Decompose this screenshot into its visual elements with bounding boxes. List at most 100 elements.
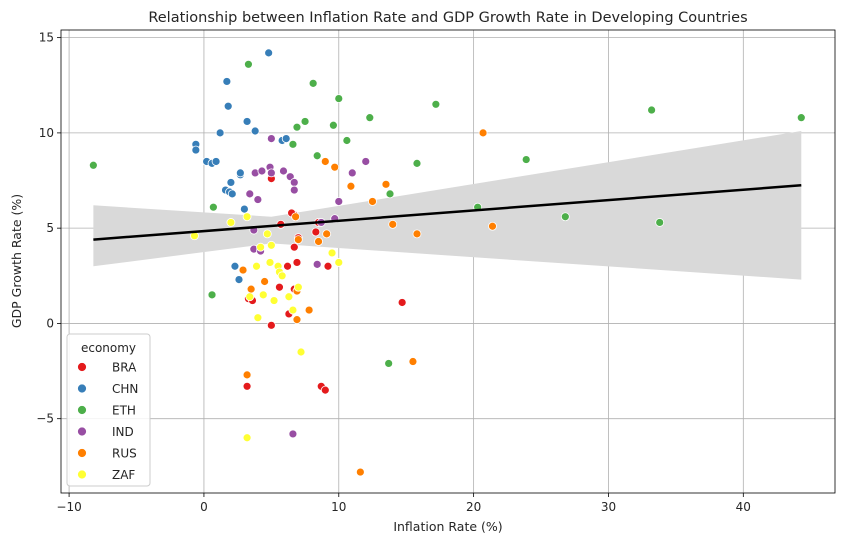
data-point-eth	[244, 59, 253, 69]
y-axis-ticks: −5 0 5 10 15	[36, 31, 61, 426]
data-point-zaf	[245, 292, 255, 302]
data-point-bra	[323, 261, 333, 271]
data-point-eth	[521, 155, 531, 164]
data-point-zaf	[265, 258, 275, 267]
data-point-eth	[334, 94, 344, 103]
data-point-chn	[215, 128, 225, 138]
y-axis-title: GDP Growth Rate (%)	[9, 194, 24, 328]
data-point-zaf	[296, 347, 306, 357]
data-point-zaf	[262, 229, 272, 239]
chart-title: Relationship between Inflation Rate and …	[148, 10, 747, 26]
data-point-bra	[397, 298, 407, 307]
data-point-eth	[384, 359, 394, 368]
data-point-zaf	[284, 292, 294, 302]
data-point-rus	[320, 157, 330, 166]
legend-marker-chn	[77, 383, 87, 394]
confidence-band-area	[93, 130, 802, 280]
data-point-rus	[408, 357, 418, 366]
data-point-ind	[279, 166, 288, 176]
legend-label-rus: RUS	[112, 447, 137, 461]
data-point-zaf	[293, 282, 303, 292]
data-point-ind	[266, 134, 276, 144]
data-point-rus	[238, 265, 248, 275]
legend-label-chn: CHN	[112, 382, 138, 396]
data-point-eth	[88, 160, 98, 170]
data-point-rus	[355, 467, 365, 477]
data-point-zaf	[288, 305, 298, 315]
data-point-rus	[314, 237, 323, 246]
data-point-rus	[346, 181, 356, 191]
data-point-chn	[230, 261, 240, 271]
data-point-ind	[289, 185, 299, 195]
legend-title: economy	[81, 341, 136, 355]
data-point-rus	[478, 128, 488, 138]
data-point-eth	[300, 117, 310, 126]
data-point-eth	[385, 189, 395, 199]
data-point-chn	[264, 48, 274, 58]
data-point-chn	[226, 178, 236, 187]
data-point-zaf	[242, 433, 252, 443]
data-point-zaf	[327, 248, 337, 258]
data-point-ind	[312, 259, 322, 269]
data-point-rus	[381, 179, 391, 189]
data-point-zaf	[252, 261, 261, 271]
y-tick-label: 10	[39, 126, 54, 140]
legend-marker-bra	[77, 362, 87, 372]
data-point-eth	[207, 290, 217, 300]
regression-line-group	[93, 184, 802, 241]
x-axis-title: Inflation Rate (%)	[393, 519, 502, 534]
data-point-zaf	[277, 271, 287, 281]
data-point-bra	[283, 261, 292, 271]
data-point-eth	[655, 218, 665, 227]
data-point-ind	[361, 157, 371, 166]
data-point-chn	[222, 77, 232, 86]
data-point-eth	[647, 105, 657, 115]
x-tick-label: 40	[736, 500, 751, 514]
data-point-rus	[292, 315, 302, 325]
data-point-bra	[292, 258, 302, 267]
y-tick-label: 5	[46, 221, 54, 235]
data-point-ind	[257, 166, 267, 176]
data-point-eth	[412, 158, 422, 168]
x-tick-label: 20	[466, 500, 481, 514]
data-point-zaf	[253, 313, 263, 323]
data-point-rus	[368, 197, 377, 206]
data-point-eth	[292, 122, 302, 132]
data-point-eth	[365, 113, 375, 123]
data-point-ind	[253, 195, 263, 204]
data-point-chn	[281, 134, 291, 144]
data-point-bra	[242, 381, 252, 391]
legend-label-zaf: ZAF	[112, 468, 135, 482]
data-point-rus	[412, 229, 422, 239]
data-point-zaf	[242, 212, 252, 222]
data-point-eth	[328, 120, 338, 130]
data-point-eth	[288, 139, 298, 149]
data-point-zaf	[334, 258, 344, 267]
data-point-eth	[312, 151, 322, 161]
data-point-chn	[234, 275, 244, 285]
legend-marker-ind	[77, 426, 87, 437]
data-point-chn	[223, 101, 233, 111]
data-point-bra	[275, 282, 284, 292]
data-point-ind	[334, 197, 344, 206]
data-point-zaf	[258, 290, 268, 300]
data-point-rus	[291, 212, 301, 222]
data-point-bra	[266, 320, 276, 330]
data-point-zaf	[256, 242, 265, 252]
legend: economy BRA CHN ETH IND RUS ZAF	[66, 333, 151, 487]
data-point-rus	[322, 229, 332, 239]
data-point-rus	[330, 162, 340, 172]
legend-label-ind: IND	[112, 425, 134, 439]
data-point-eth	[308, 78, 318, 88]
data-point-rus	[304, 305, 314, 315]
data-point-rus	[242, 370, 252, 380]
x-tick-label: 30	[601, 500, 616, 514]
x-tick-label: 10	[331, 500, 346, 514]
confidence-band	[93, 130, 802, 280]
data-point-bra	[311, 227, 321, 237]
data-point-zaf	[226, 218, 236, 227]
data-point-chn	[235, 168, 245, 178]
x-tick-label: 0	[200, 500, 208, 514]
data-point-chn	[211, 157, 221, 166]
